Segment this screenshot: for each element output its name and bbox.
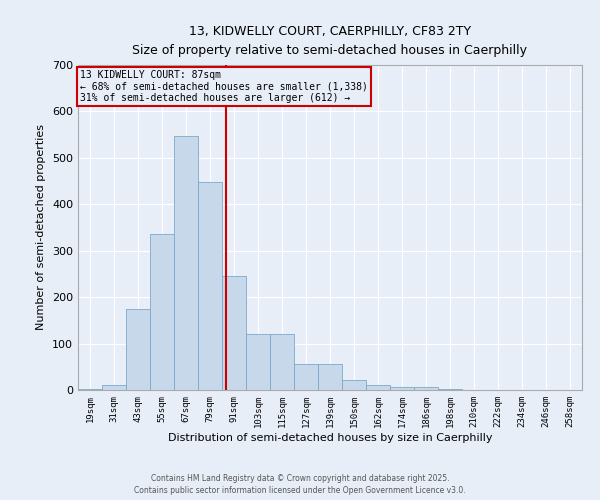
Text: 13 KIDWELLY COURT: 87sqm
← 68% of semi-detached houses are smaller (1,338)
31% o: 13 KIDWELLY COURT: 87sqm ← 68% of semi-d… [80,70,368,103]
Bar [198,182,222,390]
Bar [366,386,390,390]
Bar [126,308,150,390]
Bar [390,387,414,390]
Text: Contains HM Land Registry data © Crown copyright and database right 2025.
Contai: Contains HM Land Registry data © Crown c… [134,474,466,495]
Bar [246,334,270,390]
Bar [294,364,318,390]
Bar [270,334,294,390]
Bar [414,387,438,390]
Bar [150,234,174,390]
X-axis label: Distribution of semi-detached houses by size in Caerphilly: Distribution of semi-detached houses by … [168,432,492,442]
Bar [342,380,366,390]
Bar [222,276,246,390]
Bar [438,389,462,390]
Bar [174,136,198,390]
Bar [318,364,342,390]
Bar [102,386,126,390]
Y-axis label: Number of semi-detached properties: Number of semi-detached properties [37,124,46,330]
Bar [78,388,102,390]
Title: 13, KIDWELLY COURT, CAERPHILLY, CF83 2TY
Size of property relative to semi-detac: 13, KIDWELLY COURT, CAERPHILLY, CF83 2TY… [133,25,527,57]
